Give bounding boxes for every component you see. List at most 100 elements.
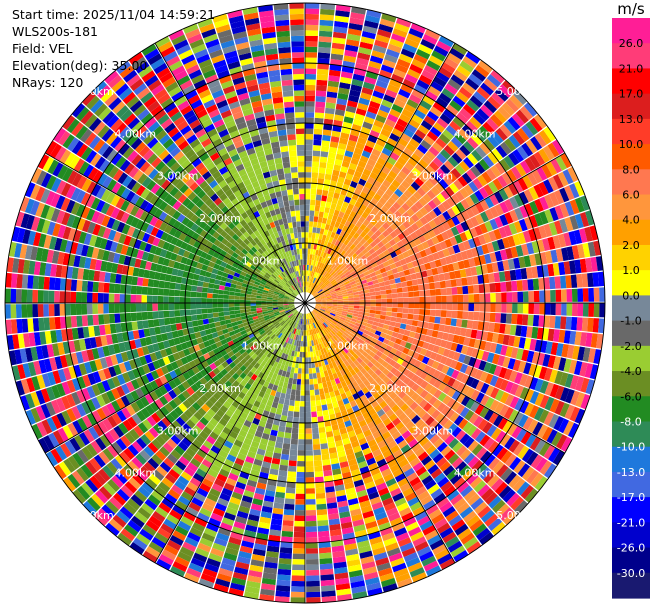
velocity-cell bbox=[361, 248, 369, 255]
velocity-cell bbox=[305, 433, 313, 440]
velocity-cell bbox=[549, 315, 556, 329]
velocity-cell bbox=[475, 330, 483, 340]
velocity-cell bbox=[343, 280, 350, 286]
velocity-cell bbox=[196, 314, 203, 321]
velocity-cell bbox=[315, 106, 325, 114]
velocity-cell bbox=[452, 43, 468, 56]
velocity-cell bbox=[392, 28, 408, 38]
velocity-cell bbox=[458, 128, 471, 141]
velocity-cell bbox=[382, 324, 390, 330]
velocity-cell bbox=[347, 28, 362, 36]
velocity-cell bbox=[381, 99, 393, 109]
velocity-cell bbox=[512, 131, 525, 145]
velocity-cell bbox=[288, 465, 297, 472]
velocity-cell bbox=[364, 251, 371, 258]
velocity-cell bbox=[345, 316, 352, 321]
velocity-cell bbox=[408, 291, 414, 298]
velocity-cell bbox=[315, 299, 322, 302]
velocity-cell bbox=[508, 134, 521, 149]
velocity-cell bbox=[376, 273, 383, 280]
velocity-cell bbox=[321, 234, 327, 241]
velocity-cell bbox=[445, 125, 458, 137]
velocity-cell bbox=[306, 597, 321, 603]
velocity-cell bbox=[228, 299, 235, 303]
velocity-cell bbox=[317, 216, 323, 223]
velocity-cell bbox=[351, 175, 360, 184]
velocity-cell bbox=[470, 133, 483, 146]
velocity-cell bbox=[566, 289, 573, 302]
velocity-cell bbox=[305, 193, 311, 200]
velocity-cell bbox=[522, 230, 532, 243]
velocity-cell bbox=[152, 287, 159, 296]
velocity-cell bbox=[392, 298, 398, 303]
velocity-cell bbox=[390, 192, 400, 202]
velocity-cell bbox=[135, 303, 142, 312]
velocity-cell bbox=[397, 303, 404, 308]
velocity-cell bbox=[81, 280, 88, 292]
velocity-cell bbox=[504, 212, 514, 224]
velocity-cell bbox=[507, 258, 515, 270]
velocity-cell bbox=[261, 298, 267, 301]
velocity-cell bbox=[325, 397, 332, 405]
velocity-cell bbox=[320, 8, 335, 16]
velocity-cell bbox=[315, 367, 320, 373]
velocity-cell bbox=[147, 278, 155, 287]
velocity-cell bbox=[542, 354, 551, 367]
velocity-cell bbox=[451, 136, 463, 149]
velocity-cell bbox=[311, 277, 315, 283]
velocity-cell bbox=[325, 281, 331, 286]
velocity-cell bbox=[397, 232, 406, 241]
velocity-cell bbox=[384, 118, 396, 128]
velocity-cell bbox=[356, 319, 363, 325]
velocity-cell bbox=[343, 303, 349, 306]
velocity-cell bbox=[334, 20, 349, 29]
velocity-cell bbox=[348, 300, 355, 303]
velocity-cell bbox=[152, 303, 158, 311]
velocity-cell bbox=[103, 314, 110, 325]
velocity-cell bbox=[305, 471, 315, 478]
velocity-cell bbox=[365, 214, 374, 223]
velocity-cell bbox=[484, 208, 494, 221]
velocity-cell bbox=[542, 145, 555, 161]
velocity-cell bbox=[396, 58, 411, 69]
velocity-cell bbox=[378, 217, 386, 226]
velocity-cell bbox=[313, 293, 319, 297]
velocity-cell bbox=[505, 98, 519, 113]
velocity-cell bbox=[332, 31, 347, 39]
velocity-cell bbox=[384, 161, 394, 170]
velocity-cell bbox=[593, 287, 600, 302]
velocity-cell bbox=[201, 298, 207, 303]
velocity-cell bbox=[563, 261, 571, 275]
velocity-cell bbox=[422, 95, 435, 106]
velocity-cell bbox=[217, 298, 224, 303]
velocity-cell bbox=[347, 256, 354, 263]
velocity-cell bbox=[311, 172, 319, 179]
velocity-cell bbox=[419, 309, 425, 315]
velocity-cell bbox=[351, 286, 358, 291]
velocity-cell bbox=[387, 258, 395, 265]
velocity-cell bbox=[207, 308, 213, 314]
velocity-cell bbox=[147, 287, 153, 295]
velocity-cell bbox=[136, 277, 144, 286]
velocity-cell bbox=[92, 303, 98, 315]
velocity-cell bbox=[266, 304, 273, 307]
velocity-cell bbox=[305, 210, 310, 216]
velocity-cell bbox=[310, 265, 313, 271]
velocity-cell bbox=[572, 303, 578, 317]
velocity-cell bbox=[305, 24, 319, 31]
velocity-cell bbox=[531, 169, 543, 184]
velocity-cell bbox=[305, 144, 313, 151]
velocity-cell bbox=[579, 362, 588, 377]
velocity-cell bbox=[202, 318, 209, 325]
velocity-cell bbox=[483, 100, 497, 114]
velocity-cell bbox=[323, 240, 329, 247]
velocity-cell bbox=[365, 140, 376, 149]
velocity-cell bbox=[554, 220, 563, 235]
velocity-cell bbox=[365, 14, 380, 24]
velocity-cell bbox=[315, 305, 321, 308]
velocity-cell bbox=[287, 383, 293, 390]
velocity-cell bbox=[316, 280, 321, 286]
velocity-cell bbox=[357, 102, 369, 111]
velocity-cell bbox=[336, 309, 343, 313]
velocity-cell bbox=[295, 499, 305, 505]
